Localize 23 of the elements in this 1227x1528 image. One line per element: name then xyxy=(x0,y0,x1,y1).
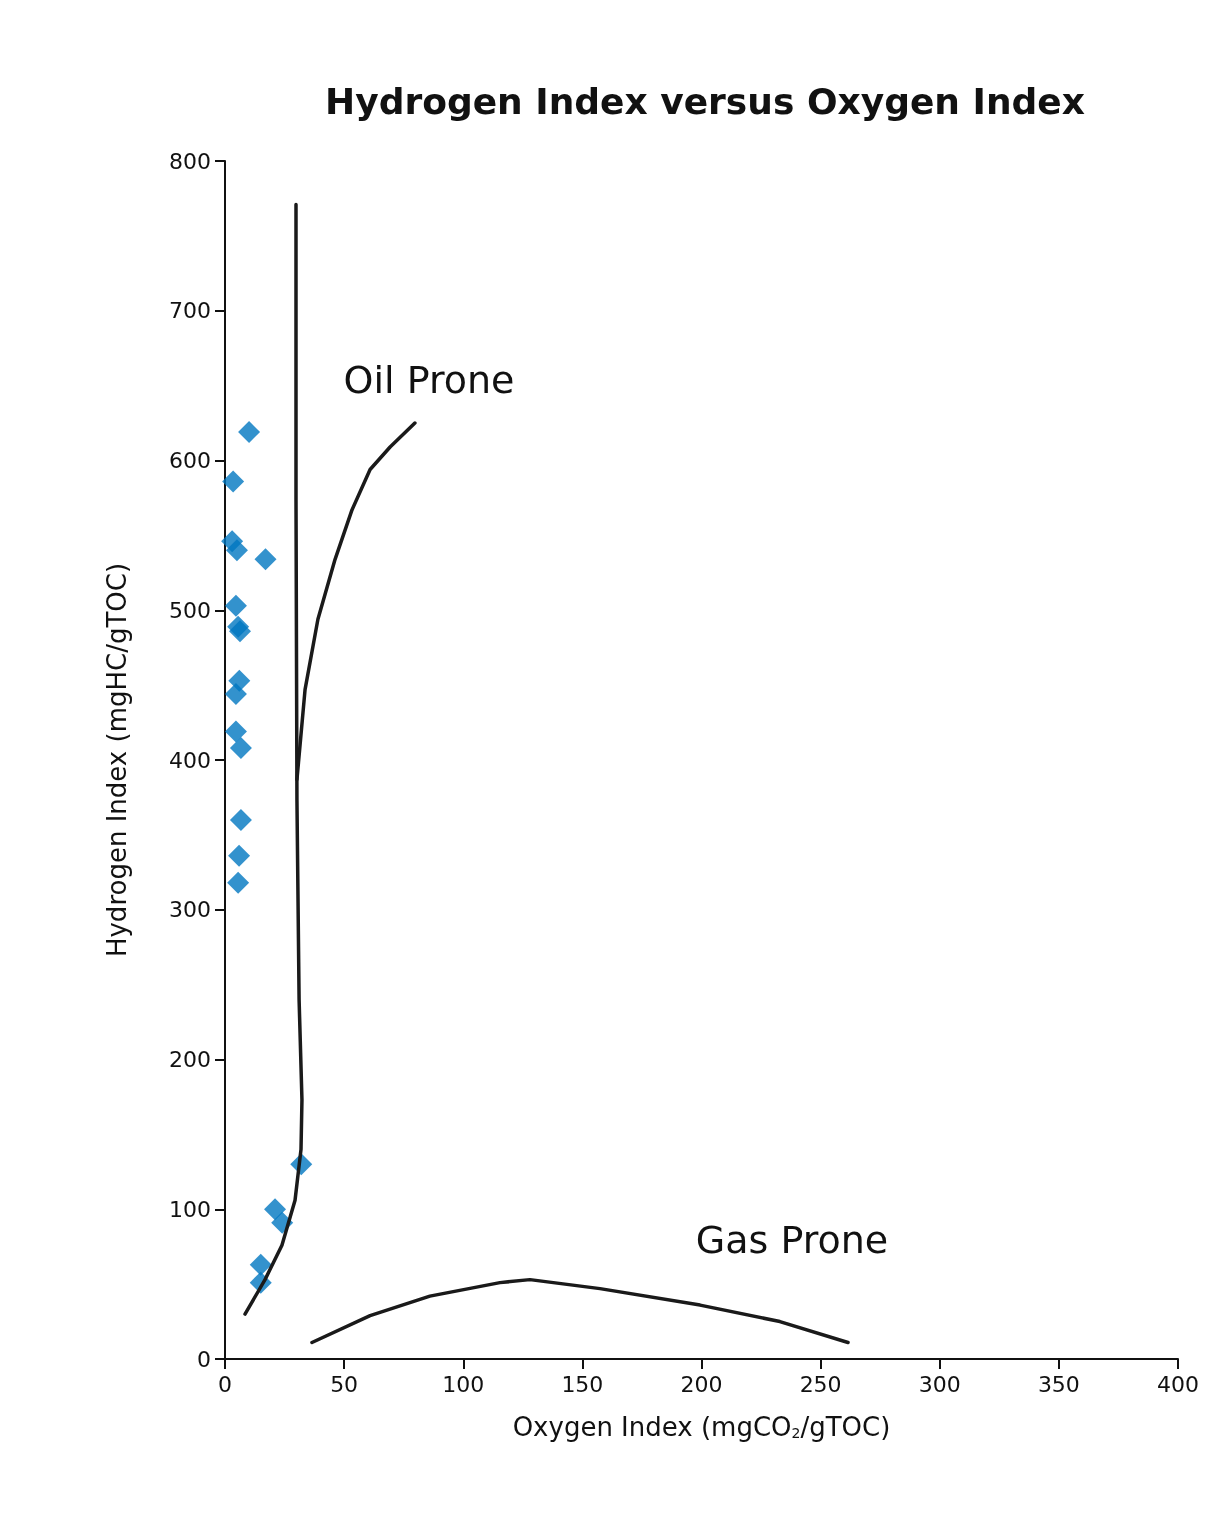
y-tick-label: 100 xyxy=(169,1196,211,1222)
x-tick-label: 150 xyxy=(561,1371,604,1397)
annotation: Oil Prone xyxy=(343,358,515,402)
x-tick-label: 100 xyxy=(442,1371,485,1397)
y-tick-label: 300 xyxy=(169,897,211,923)
annotation: Gas Prone xyxy=(695,1218,889,1262)
x-tick-label: 300 xyxy=(918,1371,961,1397)
x-tick-label: 400 xyxy=(1157,1371,1199,1397)
y-tick-label: 600 xyxy=(169,448,211,473)
y-tick-label: 800 xyxy=(169,148,211,174)
y-tick-label: 200 xyxy=(169,1047,211,1072)
x-tick-label: 0 xyxy=(218,1371,232,1397)
chart-title: Hydrogen Index versus Oxygen Index xyxy=(325,80,1085,122)
x-tick-label: 50 xyxy=(330,1371,359,1397)
y-tick-label: 0 xyxy=(197,1346,211,1372)
y-axis-title: Hydrogen Index (mgHC/gTOC) xyxy=(102,562,132,958)
x-tick-label: 250 xyxy=(799,1371,842,1397)
x-axis-title: Oxygen Index (mgCO2/gTOC) xyxy=(512,1412,891,1442)
y-tick-label: 400 xyxy=(169,747,211,773)
y-tick-label: 700 xyxy=(169,298,211,324)
y-tick-label: 500 xyxy=(169,597,211,623)
x-tick-label: 200 xyxy=(680,1371,723,1397)
x-tick-label: 350 xyxy=(1037,1371,1080,1397)
